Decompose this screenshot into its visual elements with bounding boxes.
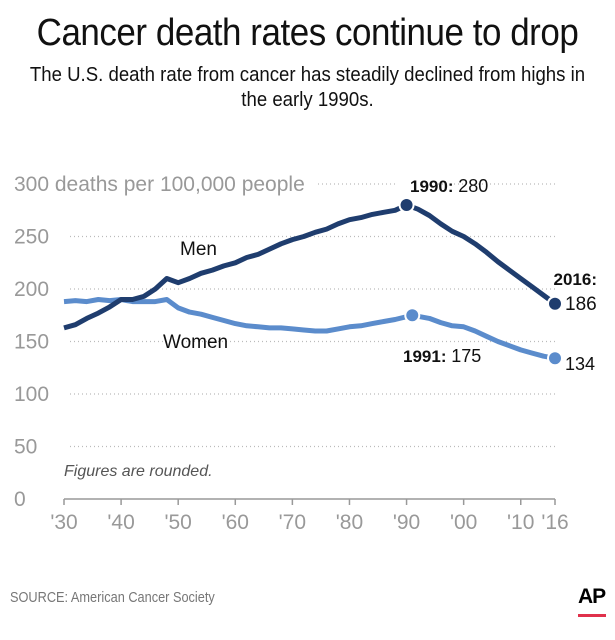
data-point-marker xyxy=(547,295,563,312)
annotation-value: 186 xyxy=(565,294,597,315)
ap-logo-bar xyxy=(578,614,606,617)
annotation-label: 1990: 280 xyxy=(410,176,488,196)
chart-note: Figures are rounded. xyxy=(64,463,213,480)
ap-logo: AP xyxy=(578,585,606,608)
y-tick-label: 50 xyxy=(14,436,37,459)
chart-subtitle-line-1: The U.S. death rate from cancer has stea… xyxy=(29,64,586,86)
x-tick-label: '80 xyxy=(336,511,363,534)
annotation-label: 1991: 175 xyxy=(403,346,481,366)
annotation-label: 134 xyxy=(565,354,595,374)
data-point-marker xyxy=(404,307,421,324)
y-tick-label: 200 xyxy=(14,278,49,301)
y-tick-label: 100 xyxy=(14,383,49,406)
x-tick-label: '50 xyxy=(164,511,191,534)
x-tick-label: '00 xyxy=(450,511,477,534)
chart-subtitle-line-2: the early 1990s. xyxy=(241,89,374,111)
series-label-women: Women xyxy=(163,332,228,353)
data-point-marker xyxy=(398,197,415,213)
x-tick-label: '60 xyxy=(222,511,249,534)
x-tick-label: '90 xyxy=(393,511,420,534)
data-point-marker xyxy=(547,350,563,367)
x-tick-label: '10 xyxy=(507,511,534,534)
source-credit: SOURCE: American Cancer Society xyxy=(10,589,215,606)
y-tick-label: 250 xyxy=(14,226,49,249)
series-line-women xyxy=(63,297,556,361)
chart-title: Cancer death rates continue to drop xyxy=(36,12,579,54)
y-tick-label: 150 xyxy=(14,331,49,354)
annotation-year: 2016: xyxy=(554,270,597,289)
y-tick-label: 0 xyxy=(14,488,26,511)
x-tick-label: '70 xyxy=(279,511,306,534)
x-tick-label: '30 xyxy=(50,511,77,534)
x-tick-label: '16 xyxy=(541,511,568,534)
series-label-men: Men xyxy=(180,239,217,260)
y-tick-label: 300 deaths per 100,000 people xyxy=(14,173,305,196)
x-tick-label: '40 xyxy=(107,511,134,534)
series-line-men xyxy=(63,202,557,331)
